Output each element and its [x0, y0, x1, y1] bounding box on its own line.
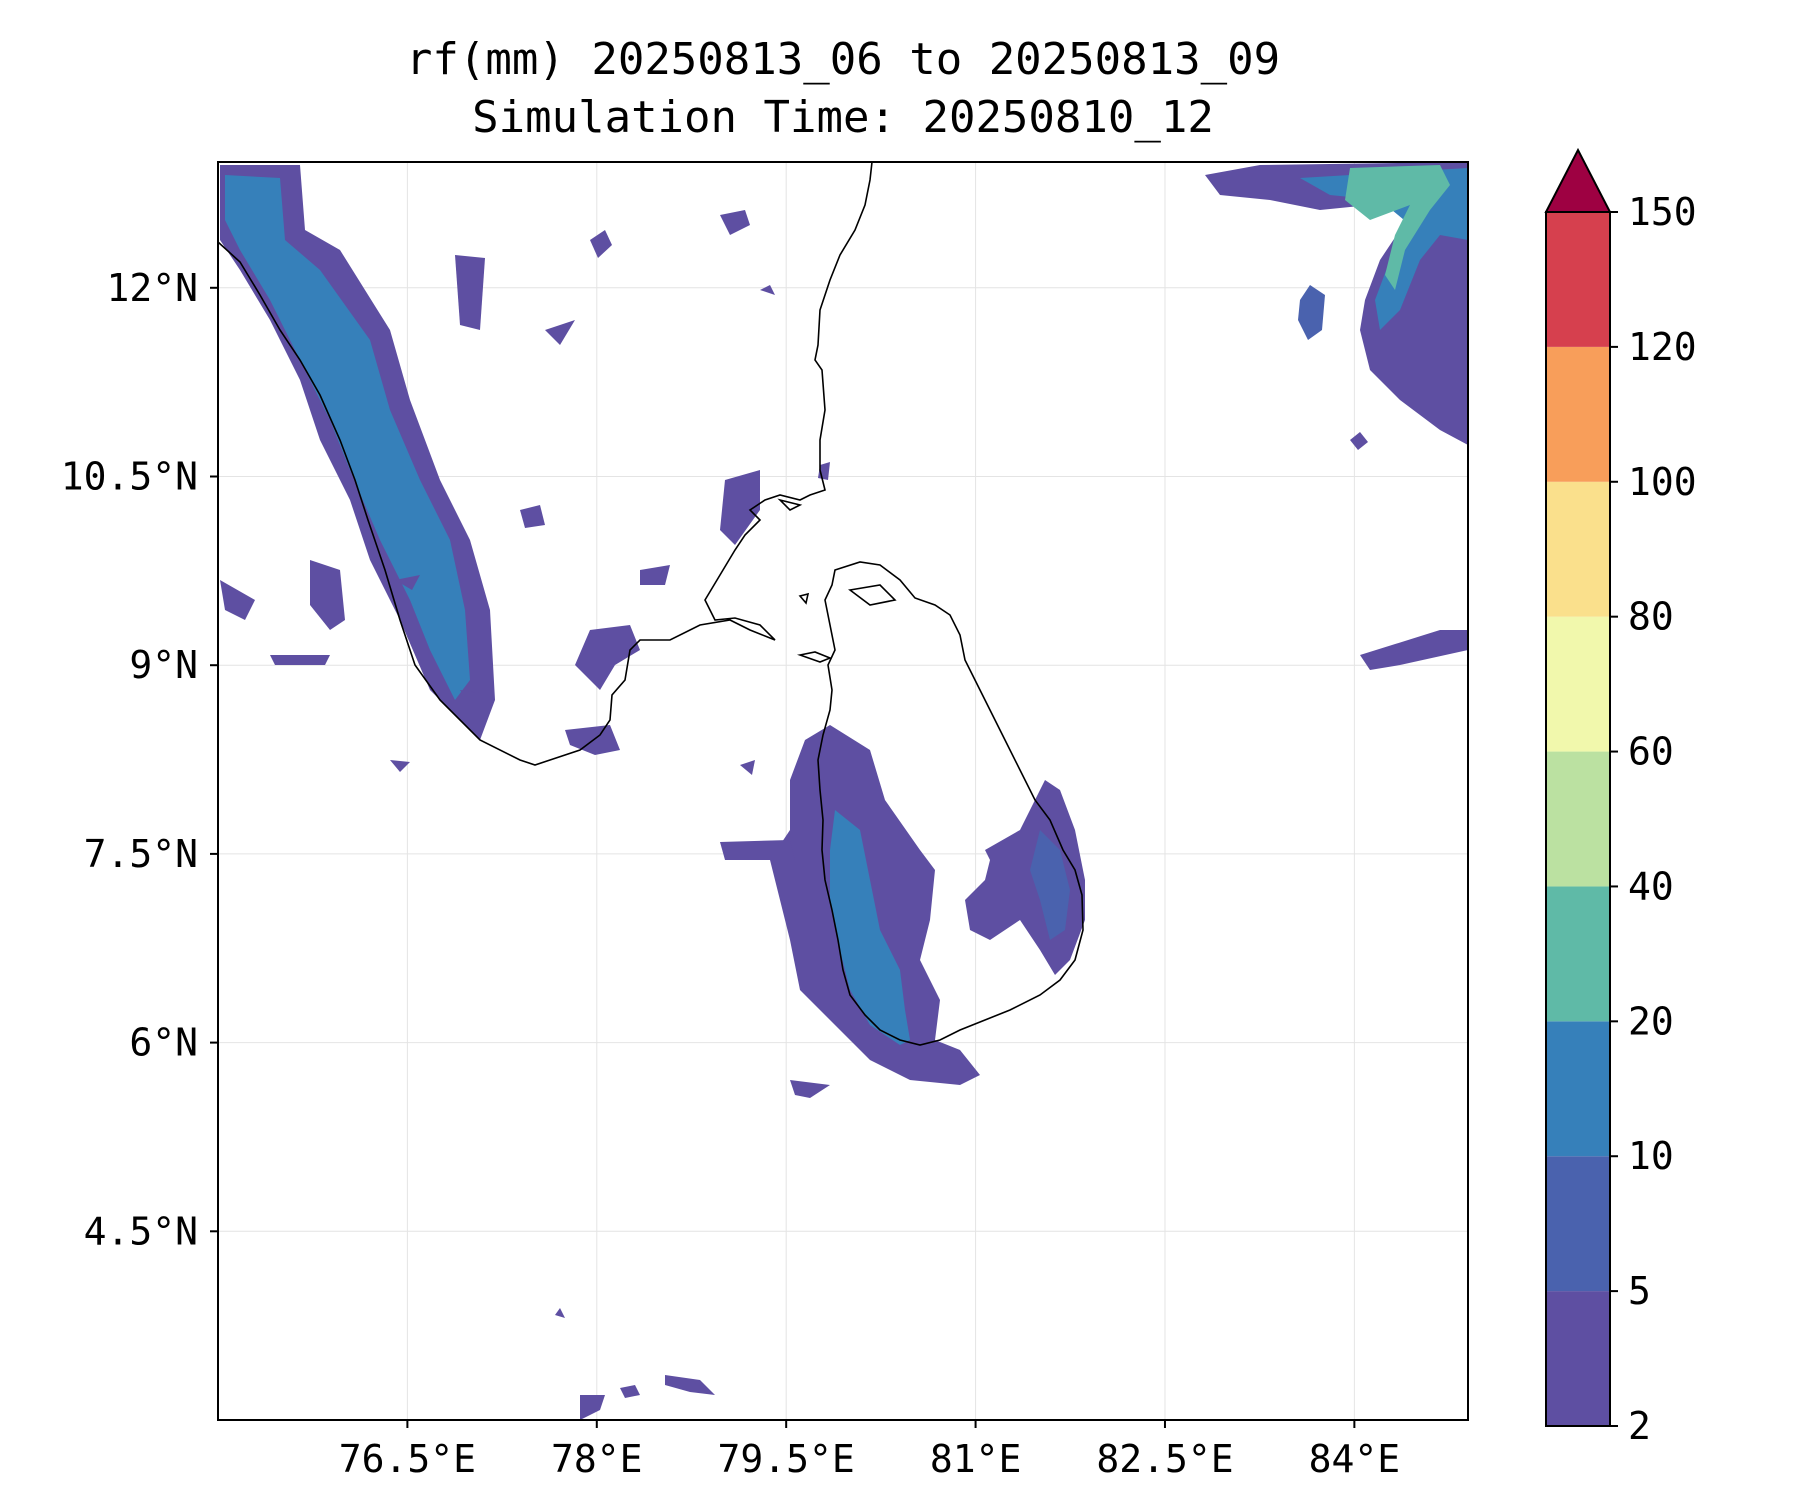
colorbar-segment — [1546, 1291, 1610, 1426]
colorbar-tick-label: 60 — [1628, 730, 1674, 774]
y-tick-label: 7.5°N — [84, 832, 198, 876]
rain-cell — [460, 690, 480, 705]
coastline — [218, 162, 1084, 1046]
colorbar-segment — [1546, 1156, 1610, 1292]
rainfall-layer — [220, 162, 1468, 1420]
rain-cell — [220, 580, 255, 620]
colorbar-segment — [1546, 1021, 1610, 1157]
y-tick-label: 6°N — [129, 1021, 198, 1065]
rain-cell — [720, 470, 760, 545]
colorbar-segment — [1546, 886, 1610, 1022]
rain-cell — [760, 285, 775, 295]
y-tick-label: 9°N — [129, 643, 198, 687]
colorbar-segment — [1546, 481, 1610, 617]
coastline-mannar-island — [796, 651, 833, 663]
map-subtitle: Simulation Time: 20250810_12 — [472, 92, 1214, 143]
colorbar-tick-label: 5 — [1628, 1269, 1651, 1313]
rain-cell — [395, 575, 420, 590]
rain-region-west-coast-core — [225, 175, 470, 700]
x-axis: 76.5°E 78°E 79.5°E 81°E 82.5°E 84°E — [339, 1420, 1400, 1481]
y-tick-label: 4.5°N — [84, 1209, 198, 1253]
colorbar-segment — [1546, 212, 1610, 347]
colorbar-segment — [1546, 751, 1610, 887]
map-frame — [217, 161, 1469, 1421]
coastline-jaffna-lagoon — [848, 584, 897, 606]
rain-region-bay-of-bengal-peak — [1345, 165, 1450, 290]
coastline-islet — [798, 592, 810, 605]
rain-region-sri-lanka-west-core — [830, 810, 910, 1045]
colorbar-frame — [1545, 211, 1611, 1427]
rain-cell — [270, 655, 330, 665]
colorbar-tick-label: 100 — [1628, 460, 1697, 504]
rain-cell — [580, 1395, 605, 1420]
colorbar-tick-label: 20 — [1628, 999, 1674, 1043]
x-tick-label: 84°E — [1309, 1437, 1401, 1481]
y-tick-label: 12°N — [106, 266, 198, 310]
rain-region-sri-lanka-east-core — [1030, 830, 1070, 940]
coastline-india — [218, 162, 873, 766]
colorbar-tick-label: 150 — [1628, 190, 1697, 234]
x-tick-label: 79.5°E — [718, 1437, 855, 1481]
rain-cell — [545, 320, 575, 345]
colorbar: 2 5 10 20 40 60 80 100 120 150 — [1544, 147, 1697, 1448]
x-tick-label: 76.5°E — [339, 1437, 476, 1481]
coastline-islet — [777, 498, 803, 511]
rain-cell — [520, 505, 545, 528]
rain-region-sri-lanka-east — [965, 780, 1085, 975]
colorbar-tick-label: 10 — [1628, 1134, 1674, 1178]
colorbar-extend-arrow — [1544, 147, 1612, 213]
x-tick-label: 82.5°E — [1096, 1437, 1233, 1481]
colorbar-tick-label: 2 — [1628, 1404, 1651, 1448]
rain-cell — [455, 255, 485, 330]
rain-cell — [575, 625, 640, 690]
rain-cell — [790, 1080, 830, 1098]
rain-cell — [590, 230, 612, 258]
rain-cell — [555, 1308, 565, 1318]
colorbar-tick-label: 40 — [1628, 864, 1674, 908]
rain-cell — [720, 210, 750, 235]
rain-cell — [310, 560, 345, 630]
colorbar-segment — [1546, 346, 1610, 482]
rain-cell — [665, 1375, 715, 1395]
rain-cell — [740, 760, 755, 775]
x-tick-label: 81°E — [930, 1437, 1022, 1481]
map-title: rf(mm) 20250813_06 to 20250813_09 — [405, 34, 1281, 85]
colorbar-tick-label: 80 — [1628, 595, 1674, 639]
rain-region-bay-of-bengal-small — [1298, 285, 1325, 340]
rain-cell — [1350, 432, 1368, 450]
rain-cell — [1360, 630, 1468, 670]
x-tick-label: 78°E — [551, 1437, 643, 1481]
rain-cell — [640, 565, 670, 585]
colorbar-segment — [1546, 616, 1610, 752]
y-axis: 12°N 10.5°N 9°N 7.5°N 6°N 4.5°N — [61, 266, 218, 1253]
rain-cell — [720, 840, 795, 860]
colorbar-tick-label: 120 — [1628, 325, 1697, 369]
coastline-sri-lanka — [817, 561, 1084, 1046]
rain-cell — [390, 760, 410, 772]
y-tick-label: 10.5°N — [61, 455, 198, 499]
rain-cell — [620, 1385, 640, 1398]
